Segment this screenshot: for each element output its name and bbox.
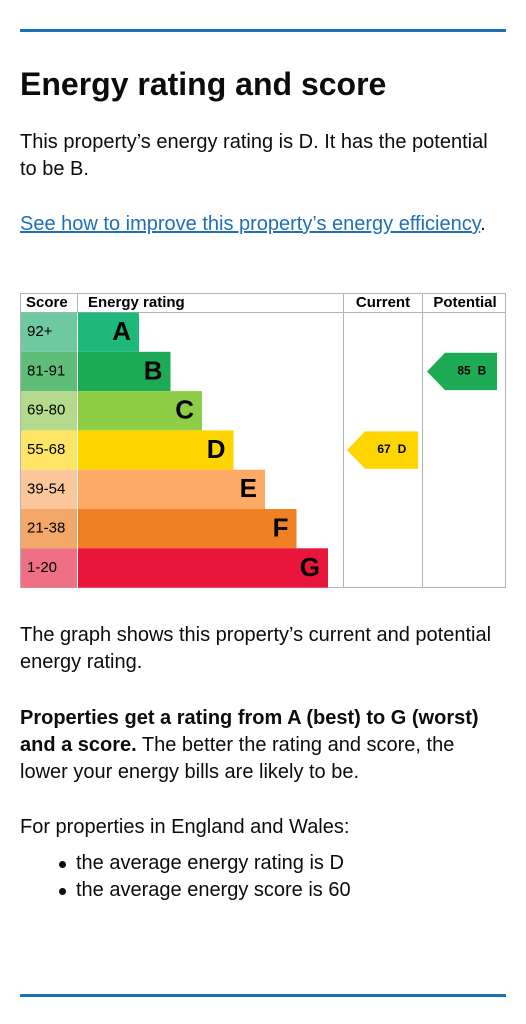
top-rule — [20, 29, 506, 32]
average-intro: For properties in England and Wales: — [20, 816, 350, 838]
potential-arrow — [427, 352, 497, 391]
link-paragraph: See how to improve this property’s energ… — [20, 211, 506, 238]
band-score: 21-38 — [27, 520, 65, 537]
band-score: 81-91 — [27, 362, 65, 379]
band-bar — [78, 509, 297, 549]
band-bar — [78, 548, 328, 588]
current-letter: D — [398, 442, 407, 456]
header-score: Score — [26, 294, 68, 311]
intro: This property’s energy rating is D. It h… — [20, 131, 488, 180]
current-score: 67 — [377, 442, 391, 456]
band-bar — [78, 351, 171, 392]
band-letter: A — [112, 316, 131, 346]
average-item: the average energy score is 60 — [56, 877, 526, 904]
current-arrow — [347, 431, 418, 469]
rating-note-bold: Properties get a rating from A (best) to… — [20, 707, 479, 756]
potential-score: 85 — [457, 364, 471, 378]
score-cell — [21, 430, 77, 470]
score-cell — [21, 312, 77, 352]
band-letter: B — [144, 355, 163, 385]
band-score: 39-54 — [27, 480, 65, 497]
score-cell — [21, 548, 77, 588]
rating-note-text: The better the rating and score, the low… — [20, 734, 455, 783]
band-letter: D — [207, 434, 226, 464]
score-cell — [21, 509, 77, 549]
band-bar — [78, 430, 234, 470]
graph-caption: The graph shows this property’s current … — [20, 624, 492, 673]
band-bar — [78, 312, 139, 352]
band-score: 92+ — [27, 323, 53, 340]
band-letter: G — [300, 552, 320, 582]
band-letter: F — [273, 513, 289, 543]
rating-note: Properties get a rating from A (best) to… — [20, 705, 506, 786]
page-title: Energy rating and score — [20, 66, 387, 102]
average-item: the average energy rating is D — [56, 850, 526, 877]
score-cell — [21, 351, 77, 392]
header-rating: Energy rating — [88, 294, 185, 311]
band-score: 55-68 — [27, 441, 65, 458]
band-bar — [78, 391, 202, 431]
bottom-rule — [20, 994, 506, 997]
band-letter: C — [175, 395, 194, 425]
band-letter: E — [240, 473, 257, 503]
potential-letter: B — [478, 364, 487, 378]
score-cell — [21, 391, 77, 431]
header-current: Current — [356, 294, 410, 311]
link-suffix: . — [480, 213, 486, 235]
header-potential: Potential — [433, 294, 496, 311]
improve-link[interactable]: See how to improve this property’s energ… — [20, 213, 481, 235]
rating-graph: Score Energy rating Current Potential 92… — [20, 293, 506, 588]
score-cell — [21, 469, 77, 509]
band-score: 1-20 — [27, 559, 57, 576]
band-score: 69-80 — [27, 402, 65, 419]
band-bar — [78, 469, 265, 509]
averages-list: the average energy rating is D the avera… — [20, 850, 526, 904]
